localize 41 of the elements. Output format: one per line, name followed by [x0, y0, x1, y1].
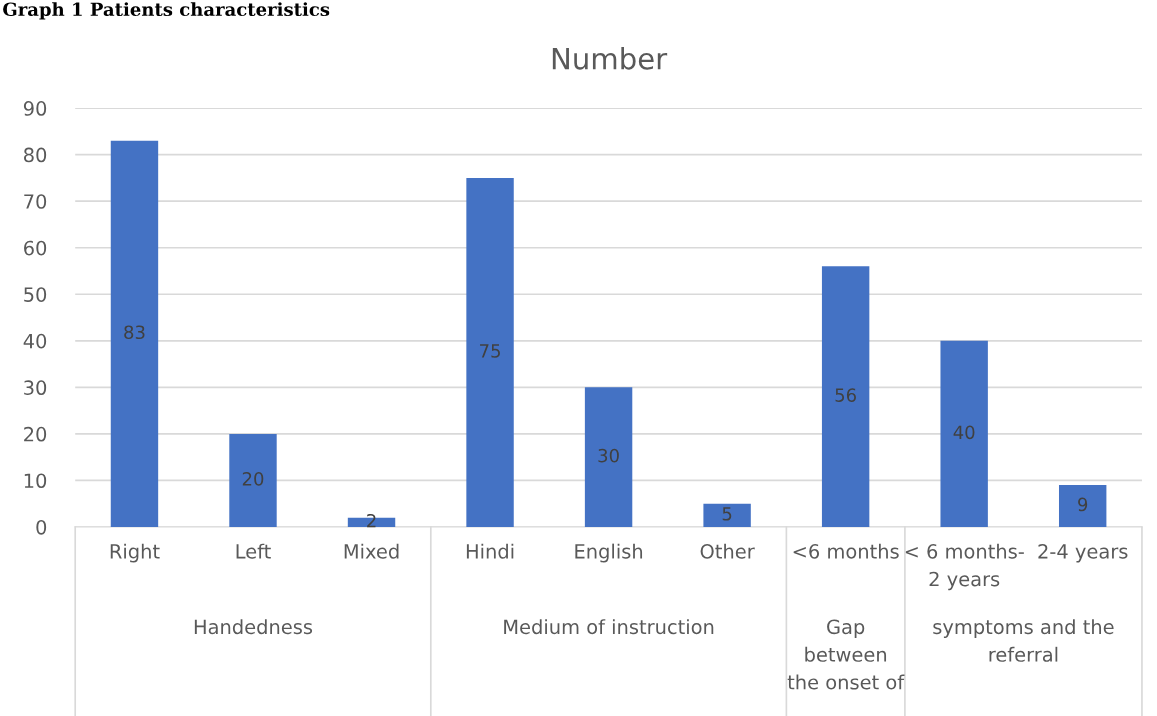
bar	[110, 140, 159, 527]
data-label: 56	[835, 388, 856, 402]
bar	[940, 340, 988, 527]
y-tick-label: 60	[24, 240, 47, 256]
data-label: 75	[480, 344, 500, 358]
data-label: 5	[722, 507, 732, 521]
data-label: 9	[1078, 497, 1088, 512]
x-tick-label: Mixed	[344, 543, 399, 559]
x-tick-label: English	[575, 543, 643, 563]
x-tick-label: Hindi	[466, 543, 514, 559]
y-tick-label: 50	[24, 287, 47, 302]
x-tick-label: <6 months	[793, 543, 899, 559]
data-label: 20	[242, 472, 264, 486]
x-tick-label: < 6 months- 2 years	[905, 543, 1024, 591]
data-label: 40	[953, 425, 975, 440]
y-tick-label: 40	[23, 333, 47, 349]
x-tick-label: 2-4 years	[1038, 543, 1128, 563]
bar	[1058, 485, 1107, 527]
y-tick-label: 10	[24, 473, 47, 489]
bar	[466, 177, 514, 527]
y-tick-label: 90	[23, 101, 47, 116]
y-tick-label: 80	[24, 147, 47, 163]
x-tick-label: Other	[700, 543, 755, 559]
caption: Graph 1 Patients characteristics	[3, 2, 330, 20]
bar	[229, 433, 277, 527]
x-tick-label: Left	[236, 543, 271, 559]
y-tick-label: 20	[24, 426, 47, 442]
data-label: 83	[124, 325, 145, 340]
bar	[821, 266, 870, 527]
x-tick-label: Right	[110, 543, 160, 563]
text: symptoms and the referral	[933, 619, 1114, 662]
y-tick-label: 0	[36, 519, 47, 535]
text: Medium of instruction	[504, 619, 714, 635]
chart-title: Number	[552, 47, 668, 70]
text: Handedness	[194, 619, 313, 635]
y-tick-label: 30	[24, 380, 47, 396]
bar	[584, 387, 633, 527]
data-label: 30	[598, 448, 619, 463]
text: Gap between the onset of	[787, 619, 905, 690]
bar	[703, 503, 751, 527]
y-tick-label: 70	[24, 194, 47, 209]
